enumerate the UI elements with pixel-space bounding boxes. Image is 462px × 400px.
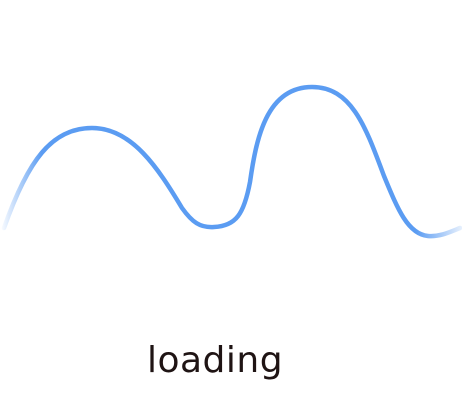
loading-label: loading: [146, 340, 284, 381]
wave-line: [1, 84, 462, 239]
loading-wave-animation: [1, 84, 462, 239]
